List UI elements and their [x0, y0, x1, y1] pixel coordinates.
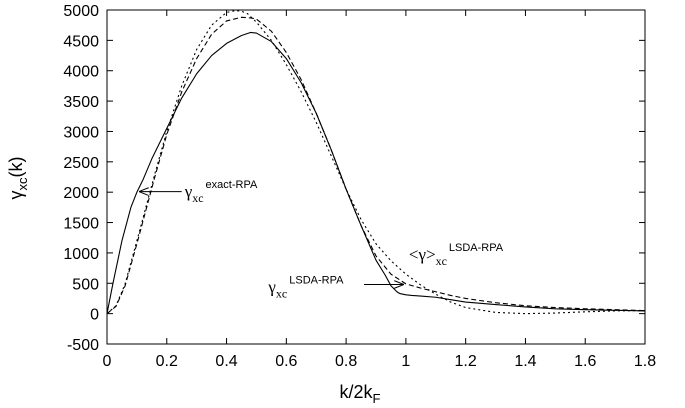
x-tick-label: 1 — [401, 353, 410, 370]
y-tick-label: 1000 — [63, 246, 99, 263]
y-tick-label: 500 — [72, 276, 99, 293]
y-tick-label: 4000 — [63, 64, 99, 81]
y-tick-label: 5000 — [63, 3, 99, 20]
y-tick-label: 0 — [90, 307, 99, 324]
x-tick-label: 0.6 — [275, 353, 297, 370]
y-tick-label: 3500 — [63, 94, 99, 111]
x-axis-label: k/2kF — [340, 382, 381, 406]
x-tick-label: 1.2 — [455, 353, 477, 370]
annotation-label: γxcLSDA-RPA — [267, 274, 344, 300]
y-tick-label: 3000 — [63, 124, 99, 141]
annotation-label: γxcexact-RPA — [184, 179, 258, 205]
y-tick-label: 2000 — [63, 185, 99, 202]
annotation-label: <γ>xcLSDA-RPA — [409, 242, 504, 268]
y-tick-label: 2500 — [63, 155, 99, 172]
series-line-dotted — [106, 10, 646, 315]
x-tick-label: 0 — [103, 353, 112, 370]
x-tick-label: 0.8 — [335, 353, 357, 370]
y-tick-label: 4500 — [63, 33, 99, 50]
y-tick-label: 1500 — [63, 216, 99, 233]
series-layer — [106, 10, 646, 315]
y-axis-label: γxc(k) — [6, 157, 30, 200]
x-tick-label: 0.2 — [156, 353, 178, 370]
y-tick-label: -500 — [67, 337, 99, 354]
annotations: γxcexact-RPA γxcLSDA-RPA <γ>xcLSDA-RPA — [140, 179, 504, 300]
plot-frame — [106, 9, 646, 345]
series-line-solid — [106, 31, 646, 314]
x-tick-label: 1.4 — [514, 353, 536, 370]
x-tick-label: 1.6 — [574, 353, 596, 370]
x-tick-label: 1.8 — [634, 353, 656, 370]
series-line-dashed — [106, 16, 646, 315]
x-tick-label: 0.4 — [215, 353, 237, 370]
axis-ticks: 0 0.2 0.4 0.6 0.8 1 1.2 1.4 1.6 1.8-5000500100015… — [63, 3, 656, 370]
